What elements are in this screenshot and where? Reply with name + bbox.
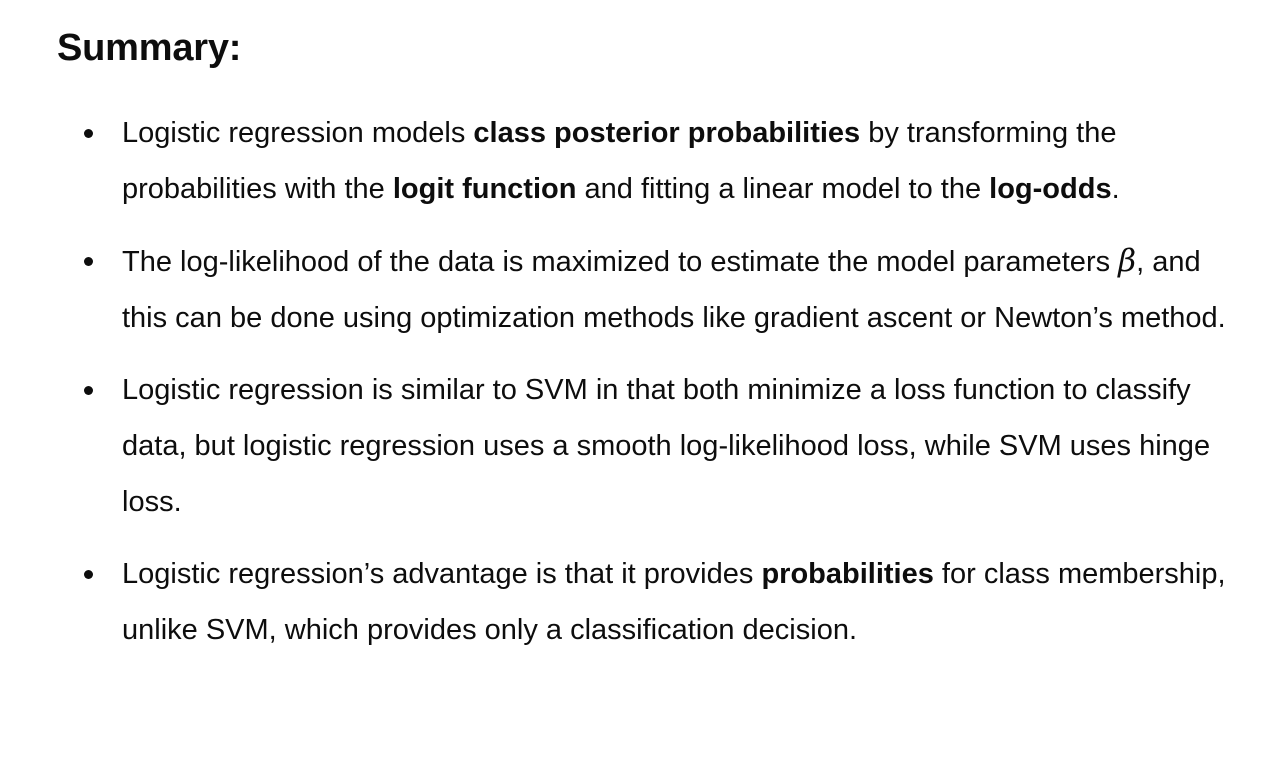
item-text: . xyxy=(1111,173,1120,205)
list-item: Logistic regression models class posteri… xyxy=(57,105,1247,217)
item-text: The log-likelihood of the data is maximi… xyxy=(122,246,1119,278)
list-item: The log-likelihood of the data is maximi… xyxy=(57,233,1247,346)
item-text: Logistic regression’s advantage is that … xyxy=(122,558,762,590)
summary-section: Summary: Logistic regression models clas… xyxy=(57,22,1247,674)
item-text: Logistic regression is similar to SVM in… xyxy=(122,374,1211,518)
list-item: Logistic regression’s advantage is that … xyxy=(57,546,1247,658)
item-text: by transforming the probabilities with t… xyxy=(122,117,1117,205)
item-text: Logistic regression models xyxy=(122,117,474,149)
summary-heading: Summary: xyxy=(57,27,242,69)
summary-list: Logistic regression models class posteri… xyxy=(57,105,1247,658)
item-text: , and this can be done using optimizatio… xyxy=(122,246,1226,334)
bullet-icon xyxy=(84,386,93,395)
item-text: for class membership, unlike SVM, which … xyxy=(122,558,1226,646)
bullet-icon xyxy=(84,570,93,579)
bold-term: logit function xyxy=(392,173,577,205)
bold-term: log-odds xyxy=(989,173,1112,205)
bullet-icon xyxy=(84,257,93,266)
bold-term: class posterior probabilities xyxy=(473,117,861,149)
bullet-icon xyxy=(84,129,93,138)
bold-term: probabilities xyxy=(761,558,934,590)
list-item: Logistic regression is similar to SVM in… xyxy=(57,362,1247,530)
item-text: and fitting a linear model to the xyxy=(576,173,990,205)
math-variable-beta: β xyxy=(1118,243,1137,279)
